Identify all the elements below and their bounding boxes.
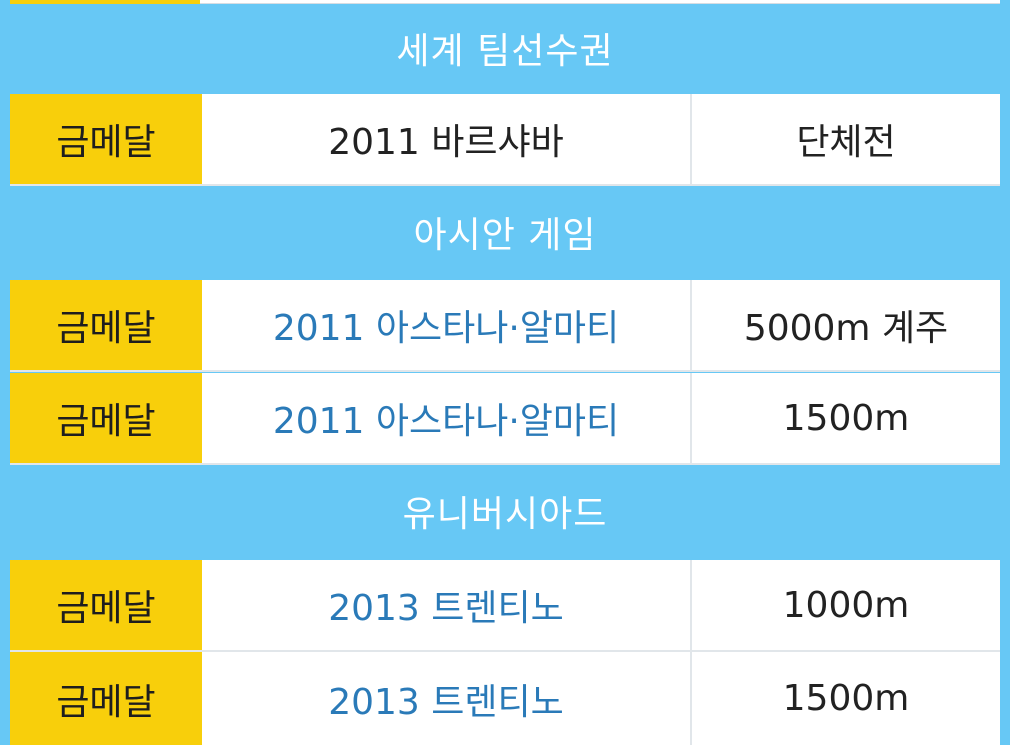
discipline-cell: 1000m — [782, 584, 910, 626]
event-cell: 2011 바르샤바 — [202, 94, 692, 184]
medal-cell: 금메달 — [10, 560, 202, 650]
medal-cell: 금메달 — [10, 652, 202, 745]
event-link[interactable]: 2011 아스타나·알마티 — [202, 280, 692, 370]
medal-cell: 금메달 — [10, 94, 202, 184]
previous-row-medal-edge — [10, 0, 200, 4]
discipline-cell: 단체전 — [796, 122, 896, 163]
discipline-cell: 1500m — [782, 678, 910, 719]
section-title: 유니버시아드 — [402, 494, 608, 535]
discipline-cell: 5000m 계주 — [743, 308, 949, 349]
section-title: 아시안 게임 — [413, 215, 597, 256]
medal-cell: 금메달 — [10, 373, 202, 463]
table-row: 금메달 2013 트렌티노 1500m — [10, 652, 1000, 745]
table-row: 금메달 2011 아스타나·알마티 5000m 계주 — [10, 280, 1000, 372]
medal-cell: 금메달 — [10, 280, 202, 370]
section-header-world-team-championships: 세계 팀선수권 — [10, 4, 1000, 92]
event-link[interactable]: 2013 트렌티노 — [202, 560, 692, 650]
section-title: 세계 팀선수권 — [396, 31, 614, 72]
section-header-asian-games: 아시안 게임 — [10, 188, 1000, 276]
section-header-universiade: 유니버시아드 — [10, 467, 1000, 555]
table-row: 금메달 2011 바르샤바 단체전 — [10, 94, 1000, 186]
table-row: 금메달 2013 트렌티노 1000m — [10, 560, 1000, 652]
discipline-cell: 1500m — [782, 397, 910, 439]
event-link[interactable]: 2013 트렌티노 — [202, 652, 692, 745]
previous-row-edge — [10, 0, 1000, 4]
table-row: 금메달 2011 아스타나·알마티 1500m — [10, 373, 1000, 465]
event-link[interactable]: 2011 아스타나·알마티 — [202, 373, 692, 463]
